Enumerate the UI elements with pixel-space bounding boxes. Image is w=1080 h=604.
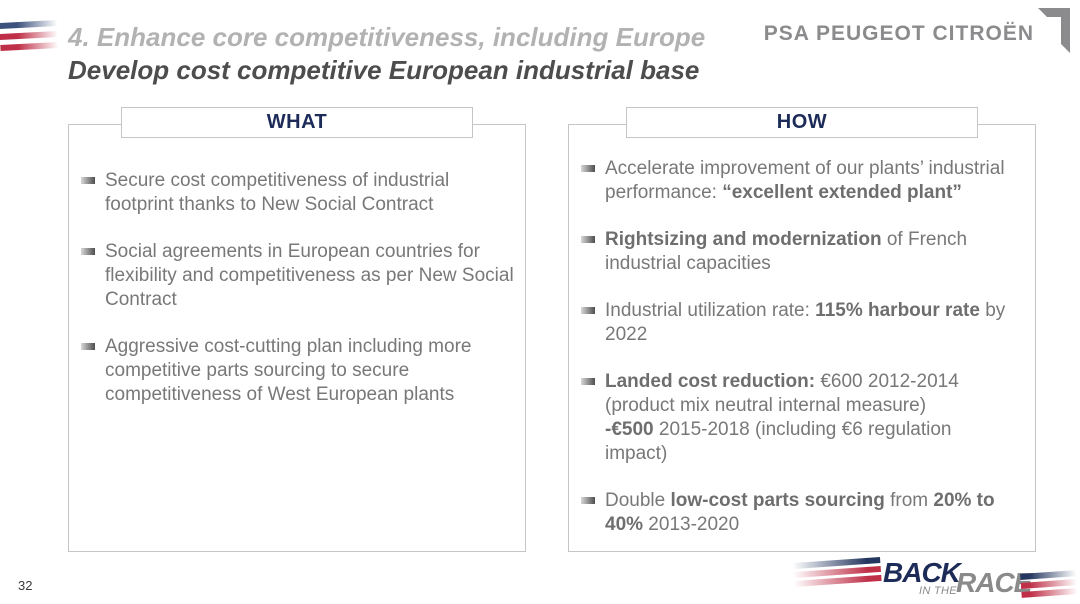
bullet-item: Landed cost reduction: €600 2012-2014 (p… [581,370,1035,466]
bullet-item: Industrial utilization rate: 115% harbou… [581,299,1035,347]
how-bullet-list: Accelerate improvement of our plants’ in… [569,125,1035,537]
what-bullet-list: Secure cost competitiveness of industria… [69,125,525,407]
back-in-the-race-logo: BACK IN THE RACE [792,556,1080,602]
bullet-item: Secure cost competitiveness of industria… [81,169,525,217]
what-header-label: WHAT [266,111,328,133]
bullet-text: Double low-cost parts sourcing from 20% … [605,490,995,535]
bullet-text: Industrial utilization rate: 115% harbou… [605,300,1006,345]
bullet-text: Rightsizing and modernization of French … [605,229,968,274]
red-stripe [0,30,58,40]
bullet-square-icon [581,165,595,172]
section-kicker: 4. Enhance core competitiveness, includi… [68,22,706,52]
bullet-item: Rightsizing and modernization of French … [581,228,1035,276]
red-stripe [0,41,59,51]
bullet-item: Aggressive cost-cutting plan including m… [81,335,525,407]
bullet-square-icon [581,378,595,385]
blue-stripe [0,19,58,30]
bullet-square-icon [81,343,95,350]
speed-stripes-icon [0,19,59,56]
speed-stripes-right-icon [1020,570,1078,601]
bullet-text: Social agreements in European countries … [105,241,514,310]
speed-stripes-left-icon [792,556,882,590]
bullet-square-icon [581,497,595,504]
how-panel: HOW Accelerate improvement of our plants… [568,107,1036,552]
what-panel: WHAT Secure cost competitiveness of indu… [68,107,526,552]
bullet-text: Accelerate improvement of our plants’ in… [605,158,1005,203]
bullet-square-icon [81,248,95,255]
bullet-text: Aggressive cost-cutting plan including m… [105,336,472,405]
bullet-item: Double low-cost parts sourcing from 20% … [581,489,1035,537]
bullet-text: Landed cost reduction: €600 2012-2014 (p… [605,371,959,464]
psa-peugeot-citroen-logo: PSA PEUGEOT CITROËN [764,8,1070,53]
psa-corner-icon [1038,8,1070,53]
bullet-square-icon [581,236,595,243]
how-header-tab: HOW [626,107,978,138]
bullet-square-icon [581,307,595,314]
page-number: 32 [18,578,33,593]
how-header-label: HOW [776,111,828,133]
what-header-tab: WHAT [121,107,473,138]
red-stripe [1021,588,1078,598]
red-stripe [1020,579,1078,589]
psa-logo-text: PSA PEUGEOT CITROËN [763,22,1034,45]
bullet-item: Accelerate improvement of our plants’ in… [581,157,1035,205]
bullet-item: Social agreements in European countries … [81,240,525,312]
race-wordmark: RACE [956,567,1032,598]
in-the-wordmark: IN THE [919,585,957,597]
bullet-square-icon [81,177,95,184]
page-title: Develop cost competitive European indust… [68,55,700,85]
back-wordmark: BACK [883,557,961,588]
bullet-text: Secure cost competitiveness of industria… [105,170,450,215]
